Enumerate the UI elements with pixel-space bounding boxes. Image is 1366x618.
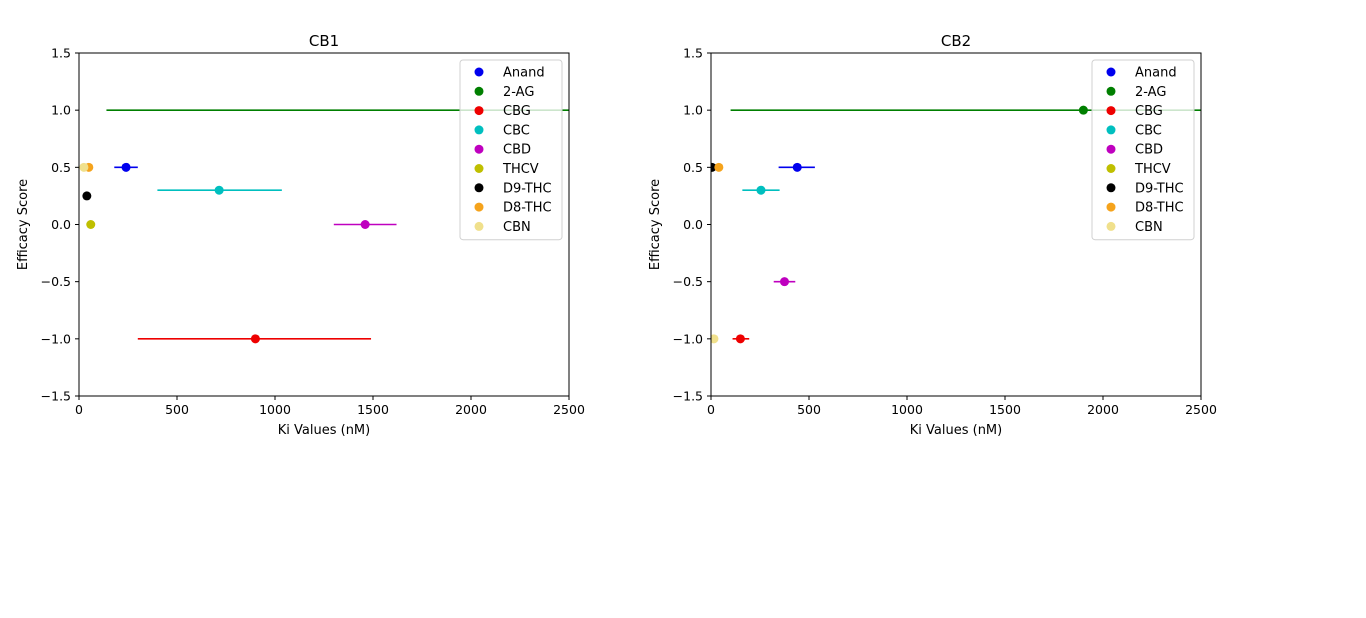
x-tick-label: 2500 <box>553 402 585 417</box>
legend-label: CBC <box>1135 123 1162 138</box>
legend-marker-icon <box>474 144 484 154</box>
x-tick-label: 1500 <box>989 402 1021 417</box>
y-tick-label: 1.0 <box>683 103 703 118</box>
legend-label: CBD <box>503 143 531 158</box>
point-cbd <box>360 220 370 229</box>
chart-title: CB1 <box>309 32 339 50</box>
legend-marker-icon <box>1106 183 1116 193</box>
y-axis-label: Efficacy Score <box>648 179 663 270</box>
legend-marker-icon <box>474 183 484 193</box>
legend-label: CBG <box>1135 104 1163 119</box>
point-d8-thc <box>714 162 724 172</box>
legend-label: D8-THC <box>1135 201 1184 216</box>
y-tick-label: 1.5 <box>51 46 71 61</box>
legend-label: THCV <box>502 162 539 177</box>
chart-title: CB2 <box>941 32 971 50</box>
y-tick-label: −1.5 <box>673 389 703 404</box>
point-cbc <box>214 185 224 195</box>
y-tick-label: 0.5 <box>51 160 71 175</box>
legend-marker-icon <box>474 67 484 77</box>
point-anand <box>792 162 802 172</box>
legend-marker-icon <box>474 221 484 231</box>
point-cbd <box>780 277 789 287</box>
point-cbg <box>250 334 260 344</box>
legend-marker-icon <box>474 106 484 116</box>
legend-marker-icon <box>474 86 484 96</box>
x-tick-label: 0 <box>75 402 83 417</box>
legend-label: CBD <box>1135 143 1163 158</box>
y-tick-label: −0.5 <box>673 274 703 289</box>
y-tick-label: 0.0 <box>51 217 71 232</box>
cb2-chart: CB2 0 500 1000 1500 2000 2500 1.5 1.0 0.5 0.0 −0.5 −… <box>632 0 1272 450</box>
legend-marker-icon <box>1106 125 1116 135</box>
chart-svg: CB2 0 500 1000 1500 2000 2500 1.5 1.0 0.5 0.0 −0.5 −… <box>648 32 1217 438</box>
x-tick-label: 0 <box>707 402 715 417</box>
x-tick-label: 1000 <box>259 402 291 417</box>
legend: Anand 2-AG CBG CBC CBD THCV D9-THC D8-THC CBN <box>459 59 563 241</box>
cb1-chart: CB1 0 500 1000 1500 2000 2500 1.5 1.0 0.5 0.0 −0.5 −… <box>0 0 640 450</box>
point-cbn <box>79 162 89 172</box>
legend-label: Anand <box>1135 66 1177 81</box>
legend-marker-icon <box>474 164 484 173</box>
legend-label: CBG <box>503 104 531 119</box>
point-2-ag <box>1078 105 1088 115</box>
legend: Anand 2-AG CBG CBC CBD THCV D9-THC D8-THC CBN <box>1091 59 1195 241</box>
legend-marker-icon <box>1106 144 1116 154</box>
legend-marker-icon <box>1106 86 1116 96</box>
y-tick-label: −0.5 <box>41 274 71 289</box>
legend-label: 2-AG <box>503 85 534 100</box>
x-tick-label: 2500 <box>1185 402 1217 417</box>
x-tick-label: 1500 <box>357 402 389 417</box>
y-tick-label: 0.0 <box>683 217 703 232</box>
y-axis-label: Efficacy Score <box>16 179 31 270</box>
x-tick-label: 500 <box>165 402 189 417</box>
x-tick-label: 500 <box>797 402 821 417</box>
point-cbn <box>711 334 719 344</box>
x-axis-label: Ki Values (nM) <box>910 423 1002 438</box>
legend-marker-icon <box>1106 67 1116 77</box>
legend-marker-icon <box>474 125 484 135</box>
legend-label: D8-THC <box>503 201 552 216</box>
legend-label: D9-THC <box>503 181 552 196</box>
legend-label: Anand <box>503 66 545 81</box>
legend-label: 2-AG <box>1135 85 1166 100</box>
x-tick-label: 1000 <box>891 402 923 417</box>
point-cbg <box>735 334 745 344</box>
y-tick-label: −1.5 <box>41 389 71 404</box>
point-thcv <box>86 220 96 229</box>
y-tick-label: 0.5 <box>683 160 703 175</box>
plot-area <box>79 109 569 344</box>
y-tick-label: −1.0 <box>41 331 71 346</box>
y-tick-label: 1.5 <box>683 46 703 61</box>
legend-label: CBN <box>1135 220 1163 235</box>
legend-marker-icon <box>1106 106 1116 116</box>
point-d9-thc <box>82 191 92 201</box>
x-tick-label: 2000 <box>455 402 487 417</box>
legend-label: D9-THC <box>1135 181 1184 196</box>
legend-marker-icon <box>474 202 484 212</box>
legend-label: THCV <box>1134 162 1171 177</box>
chart-svg: CB1 0 500 1000 1500 2000 2500 1.5 1.0 0.5 0.0 −0.5 −… <box>16 32 585 438</box>
point-anand <box>121 162 131 172</box>
x-tick-label: 2000 <box>1087 402 1119 417</box>
legend-label: CBN <box>503 220 531 235</box>
point-cbc <box>756 185 766 195</box>
legend-marker-icon <box>1106 221 1116 231</box>
legend-marker-icon <box>1106 202 1116 212</box>
y-tick-label: 1.0 <box>51 103 71 118</box>
legend-marker-icon <box>1106 164 1116 173</box>
legend-label: CBC <box>503 123 530 138</box>
y-tick-label: −1.0 <box>673 331 703 346</box>
x-axis-label: Ki Values (nM) <box>278 423 370 438</box>
